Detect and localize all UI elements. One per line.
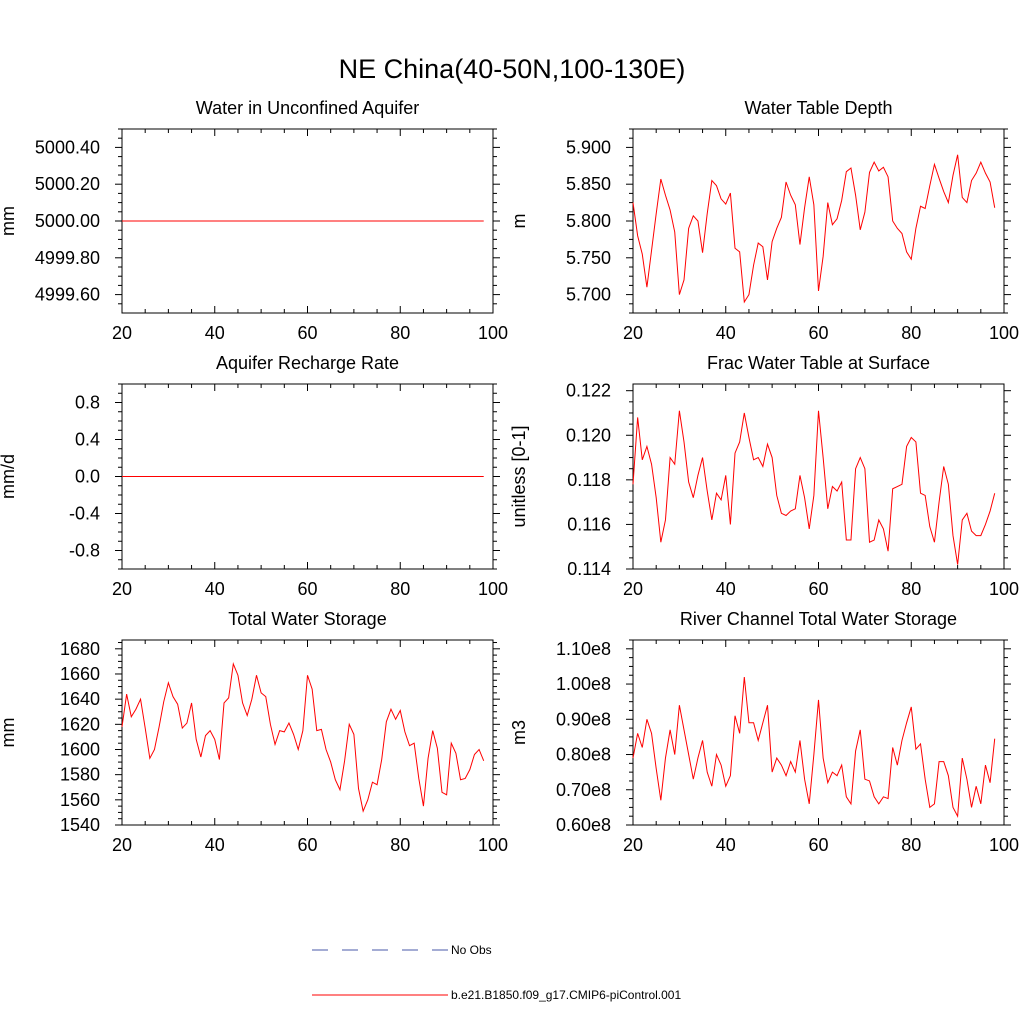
x-tick-label: 40 [205,323,225,343]
x-tick-label: 20 [623,323,643,343]
panel-4: Total Water Storage mm 20 40 60 80 100 1540 1560… [0,609,508,855]
x-tick-label: 100 [989,323,1019,343]
y-tick-label: 1620 [60,714,100,734]
x-tick-label: 100 [478,579,508,599]
x-tick-label: 80 [390,323,410,343]
y-tick-label: 1.00e8 [556,674,611,694]
x-tick-label: 20 [623,579,643,599]
y-axis-label: unitless [0-1] [509,425,529,527]
y-tick-label: 1540 [60,815,100,835]
y-tick-label: 5.750 [566,248,611,268]
panel-0: Water in Unconfined Aquifer mm 20 40 60 80 100… [0,98,508,343]
plot-frame [632,639,1005,826]
y-tick-label: 0.4 [75,430,100,450]
y-tick-label: 5000.40 [35,137,100,157]
y-tick-label: 1600 [60,739,100,759]
y-axis-label: m [509,214,529,229]
y-tick-label: 0.116 [567,514,611,534]
x-tick-label: 80 [901,835,921,855]
panel-5: River Channel Total Water Storage m3 20 40 6… [509,609,1019,855]
y-tick-label: 1660 [60,664,100,684]
panel-3: Frac Water Table at Surface unitless [0-1… [509,353,1019,599]
y-tick-label: 0.70e8 [556,780,611,800]
x-tick-label: 60 [297,579,317,599]
y-tick-label: 5.850 [566,174,611,194]
panel-title: Frac Water Table at Surface [707,353,930,373]
x-tick-label: 100 [478,323,508,343]
x-tick-label: 60 [808,835,828,855]
y-tick-label: 5.800 [566,211,611,231]
x-tick-label: 60 [808,323,828,343]
y-axis-label: mm [0,718,18,748]
x-tick-label: 20 [112,323,132,343]
figure-title: NE China(40-50N,100-130E) [339,54,686,84]
panel-title: Aquifer Recharge Rate [216,353,399,373]
x-tick-label: 40 [716,323,736,343]
x-tick-label: 100 [989,579,1019,599]
x-tick-label: 80 [901,323,921,343]
y-tick-label: 0.122 [566,381,611,401]
panel-title: Water Table Depth [744,98,892,118]
y-tick-label: 0.0 [75,467,100,487]
y-tick-label: -0.8 [69,541,100,561]
legend: No Obs b.e21.B1850.f09_g17.CMIP6-piContr… [312,943,681,1002]
y-tick-label: 0.8 [75,393,100,413]
y-tick-label: 0.80e8 [556,745,611,765]
series-line [632,154,996,304]
series-line [632,676,996,818]
panel-2: Aquifer Recharge Rate mm/d 20 40 60 80 100 -0.8… [0,353,508,599]
x-tick-label: 60 [297,323,317,343]
y-tick-label: 1580 [60,765,100,785]
y-tick-label: 1640 [60,689,100,709]
series-line [121,661,485,813]
y-tick-label: 0.90e8 [556,709,611,729]
x-tick-label: 80 [901,579,921,599]
y-tick-label: 0.114 [567,559,611,579]
plot-frame [121,639,494,826]
panel-title: Water in Unconfined Aquifer [196,98,419,118]
x-tick-label: 40 [716,579,736,599]
x-tick-label: 40 [205,835,225,855]
y-axis-label: mm/d [0,454,18,499]
y-tick-label: 5000.00 [35,211,100,231]
y-tick-label: -0.4 [69,504,100,524]
y-tick-label: 0.120 [566,425,611,445]
panel-title: Total Water Storage [228,609,386,629]
y-tick-label: 0.118 [567,470,611,490]
y-tick-label: 0.60e8 [556,815,611,835]
y-tick-label: 1560 [60,790,100,810]
panel-title: River Channel Total Water Storage [680,609,957,629]
panels: Water in Unconfined Aquifer mm 20 40 60 80 100… [0,98,1019,855]
x-tick-label: 100 [989,835,1019,855]
x-tick-label: 100 [478,835,508,855]
legend-obs-label: No Obs [451,943,492,957]
y-axis-label: mm [0,206,18,236]
y-tick-label: 5.700 [566,285,611,305]
x-tick-label: 80 [390,835,410,855]
x-tick-label: 40 [205,579,225,599]
x-tick-label: 40 [716,835,736,855]
legend-model-label: b.e21.B1850.f09_g17.CMIP6-piControl.001 [451,988,681,1002]
x-tick-label: 80 [390,579,410,599]
x-tick-label: 60 [297,835,317,855]
series-line [632,410,996,565]
y-tick-label: 1.10e8 [556,639,611,659]
y-tick-label: 1680 [60,639,100,659]
y-tick-label: 5000.20 [35,174,100,194]
x-tick-label: 20 [623,835,643,855]
y-tick-label: 5.900 [566,137,611,157]
x-tick-label: 20 [112,579,132,599]
panel-1: Water Table Depth m 20 40 60 80 100 5.700 5.750 5… [509,98,1019,343]
x-tick-label: 20 [112,835,132,855]
y-axis-label: m3 [509,720,529,745]
y-tick-label: 4999.60 [35,285,100,305]
x-tick-label: 60 [808,579,828,599]
y-tick-label: 4999.80 [35,248,100,268]
